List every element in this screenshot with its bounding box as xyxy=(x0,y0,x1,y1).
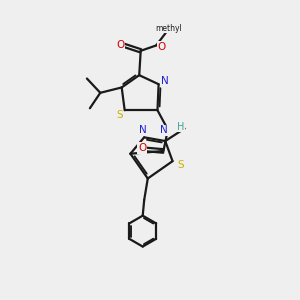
Text: H: H xyxy=(177,122,184,132)
Text: S: S xyxy=(116,110,123,120)
Text: N: N xyxy=(160,125,168,135)
Text: methyl: methyl xyxy=(155,24,182,33)
Text: O: O xyxy=(138,143,146,153)
Text: S: S xyxy=(178,160,184,170)
Text: O: O xyxy=(158,42,166,52)
Text: O: O xyxy=(117,40,125,50)
Text: N: N xyxy=(139,125,147,135)
Text: N: N xyxy=(161,76,169,86)
